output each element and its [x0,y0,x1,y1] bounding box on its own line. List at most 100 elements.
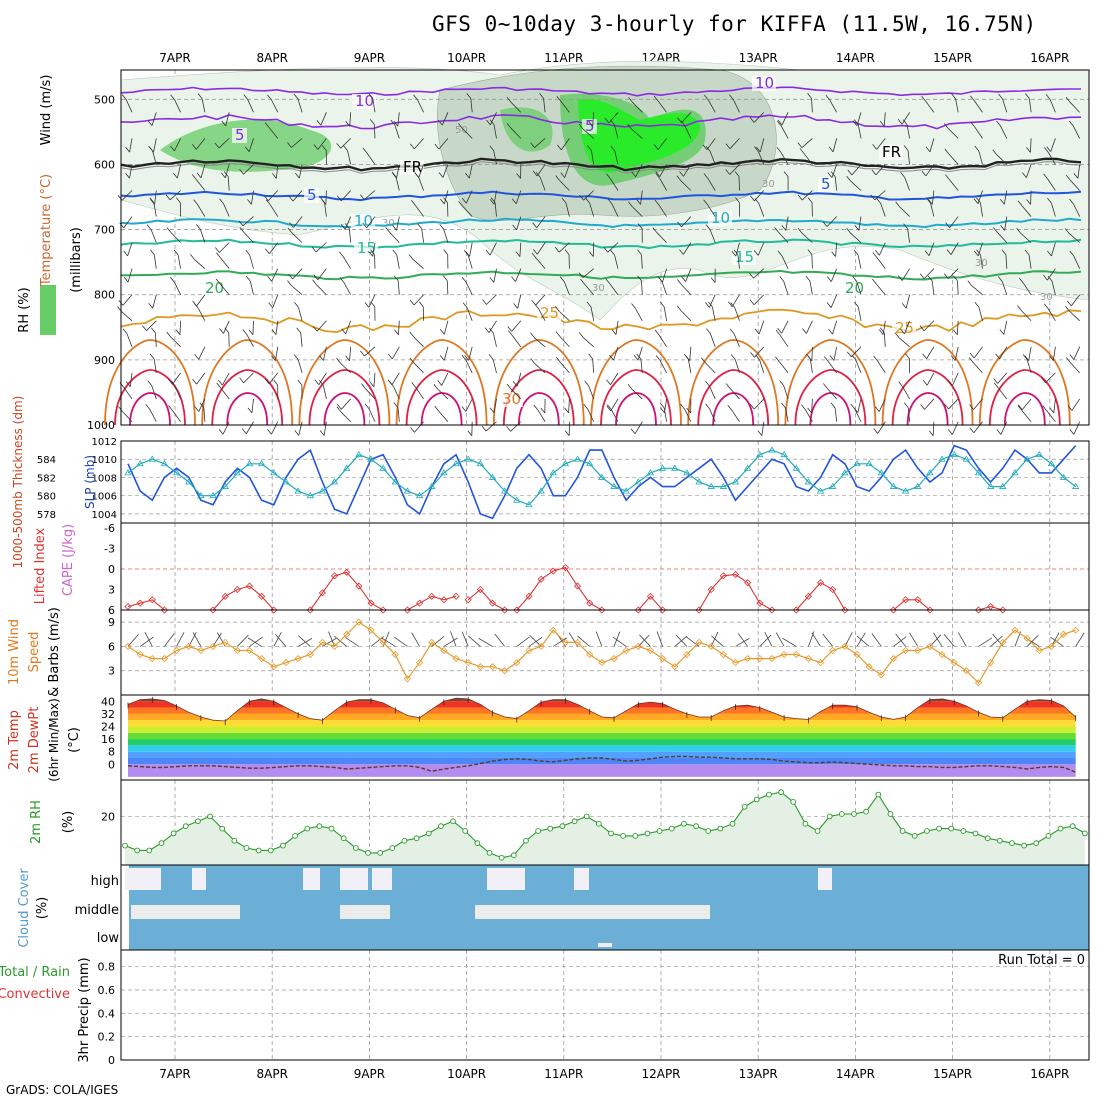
wind-barb-flag [265,248,270,255]
rh-marker [1021,842,1027,849]
wind-barb-flag [1064,228,1070,234]
wind-barb-10m [990,635,1003,647]
wind-barb-flag [534,303,539,309]
wind-barb-flag [245,249,251,256]
panel-frame-slp [120,440,1090,524]
wind-barb-flag [779,380,784,386]
wind-barb-10m [638,634,650,647]
wind-barb-flag [677,117,682,124]
wind-barb [247,99,254,113]
wind-barb [413,294,424,306]
wind-barb [151,112,157,126]
rh-contour-label: 30 [762,179,775,190]
wind-barb-flag [731,250,737,257]
wind-barb-flag [272,173,277,179]
wind-barb [366,216,376,229]
rh-marker [729,820,736,827]
wind-barb-flag [900,328,905,335]
wind-barb-flag [944,403,949,410]
wind-barb [122,294,133,306]
wind-barb-flag [1069,198,1074,205]
wind-barb [271,421,279,435]
rh-marker [377,850,384,856]
wind-barb-flag [507,326,513,332]
rh-marker [1057,825,1064,832]
lifted-index-line [467,588,505,611]
wind-barb [126,333,133,347]
date-label-bottom: 8APR [256,1067,287,1081]
wind-barb [441,112,449,126]
wind-speed-marker [1059,630,1068,638]
wind-barb [291,232,303,243]
wind-barb [248,138,254,152]
wind-barb-flag [655,171,661,177]
temp-color-band [128,726,1076,733]
rh-marker [547,825,554,832]
wind-barb [753,398,765,410]
wind-speed-marker [245,646,254,655]
wind-barb-flag [123,276,129,283]
wind-speed-marker [586,650,594,659]
wind-barb [1030,138,1032,153]
rh-marker [523,837,529,844]
wind-barb-flag [165,194,171,201]
wind-barb-flag [121,94,127,100]
wind-barb-flag [294,430,300,436]
wind-barb [243,372,254,384]
wind-barb [631,128,643,139]
wind-barb [292,268,303,280]
wind-barb-10m [334,635,347,647]
cloud-axis-label: Cloud Cover [17,868,32,948]
wind-barb-flag [369,381,375,388]
date-label-bottom: 7APR [159,1067,190,1081]
thickness-marker [671,464,679,471]
wind-barb-10m [895,633,906,647]
rh-marker [389,845,396,851]
wind-barb-flag [170,145,175,152]
rh-marker [243,845,250,851]
thickness-marker [598,473,606,480]
wind-barb-flag [486,119,491,126]
wind-barb-flag [735,197,740,203]
wind-barb-flag [437,119,443,126]
wind-barb-flag [927,199,933,205]
wind-barb [901,268,910,281]
wind-barb-10m [247,637,262,647]
wind-barb [512,335,522,348]
wind-barb-flag [605,278,610,284]
wind-barb [681,112,692,124]
wind-barb-flag [920,404,925,410]
wind-barb-flag [805,275,811,282]
wind-barb-flag [466,93,472,99]
wind-barb [516,216,522,231]
wind-barb [373,372,376,387]
wind-barb-flag [1047,197,1052,204]
wind-barb [634,421,643,434]
wind-barb-flag [485,249,491,256]
wind-barb-flag [148,145,153,152]
wind-barb [510,128,522,139]
wind-barb [466,307,473,321]
wind-barb-flag [1047,275,1053,282]
wind-barb [122,411,133,423]
wind-barb [997,372,1008,384]
temp-color-band [128,698,1076,702]
wind-barb-flag [749,299,755,306]
wind-barb-flag [461,355,467,361]
wind-barb-flag [461,276,467,283]
wind-barb [515,268,522,282]
wind-barb-flag [215,278,221,285]
temperature-contour-30 [492,339,585,426]
wind-barb [641,280,643,295]
wind-speed-marker [428,638,436,646]
wind-barb-flag [974,301,980,308]
wind-barb-flag [894,332,900,338]
wind-barb-flag [216,252,221,259]
wind-barb-flag [872,144,877,150]
rh-marker [267,847,274,854]
thickness-marker [415,491,424,499]
wind-barb-10m [929,634,942,647]
wind-barb-flag [564,249,570,255]
wind-barb [275,346,279,361]
wind-barb-flag [370,301,376,308]
